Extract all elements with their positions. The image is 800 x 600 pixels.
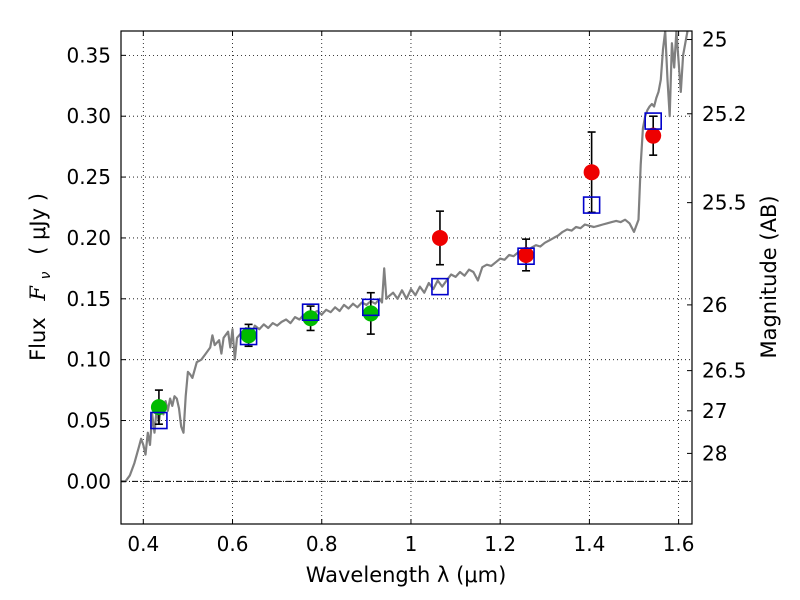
model-squares [150, 112, 662, 430]
y-tick-label: 0.20 [66, 226, 111, 250]
y2-tick-label: 25.2 [702, 102, 747, 126]
plot-frame [120, 30, 693, 525]
y2-tick-label: 26 [702, 293, 727, 317]
model-square [517, 247, 535, 265]
x-tick-label: 1.6 [663, 532, 695, 556]
x-axis-ticks: 0.4 0.6 0.8 1 1.2 1.4 1.6 [127, 31, 695, 556]
y-tick-label: 0.15 [66, 287, 111, 311]
y2-tick-label: 28 [702, 441, 727, 465]
x-tick-label: 1.2 [484, 532, 516, 556]
y-axis-label-unit: ( μJy ) [26, 193, 50, 255]
y-axis-label-symbol: F [26, 285, 50, 302]
y-tick-label: 0.35 [66, 43, 111, 67]
x-tick-label: 1 [405, 532, 418, 556]
red-data-point [645, 127, 662, 144]
grid-lines [121, 31, 692, 524]
x-tick-label: 1.4 [573, 532, 605, 556]
y-axis-ticks: 0.00 0.05 0.10 0.15 0.20 0.25 0.30 0.35 [66, 43, 126, 493]
red-data-point [518, 246, 535, 263]
model-square [582, 196, 601, 214]
measured-points [150, 127, 662, 416]
x-axis-label: Wavelength λ (μm) [306, 563, 507, 587]
model-square [362, 298, 380, 317]
y-tick-label: 0.00 [66, 469, 111, 493]
model-square [644, 112, 662, 130]
x-tick-label: 0.4 [127, 532, 159, 556]
error-bars [154, 115, 658, 425]
y2-axis-label: Magnitude (AB) [757, 195, 781, 358]
x-tick-label: 0.8 [306, 532, 338, 556]
red-data-point [431, 229, 448, 246]
y2-axis-ticks: 25 25.2 25.5 26 26.5 27 28 [687, 28, 747, 465]
green-data-point [302, 310, 319, 327]
x-tick-label: 0.6 [217, 532, 249, 556]
y-axis-label-text: Flux [26, 317, 50, 361]
y2-tick-label: 26.5 [702, 359, 747, 383]
model-square [301, 303, 320, 321]
y-tick-label: 0.25 [66, 165, 111, 189]
red-data-point [583, 164, 600, 181]
model-square [431, 277, 449, 296]
green-data-point [150, 399, 167, 416]
model-square [150, 411, 168, 430]
y2-tick-label: 25 [702, 28, 727, 52]
y2-tick-label: 25.5 [702, 191, 747, 215]
model-square [239, 327, 258, 346]
y-tick-label: 0.05 [66, 409, 111, 433]
y-axis-label-subscript: ν [38, 271, 54, 279]
y-tick-label: 0.30 [66, 104, 111, 128]
green-data-point [362, 305, 379, 322]
y-tick-label: 0.10 [66, 348, 111, 372]
y-axis-label: Flux F ν ( μJy ) [26, 193, 55, 361]
green-data-point [240, 327, 257, 344]
y2-tick-label: 27 [702, 399, 727, 423]
model-spectrum-line [121, 31, 689, 483]
